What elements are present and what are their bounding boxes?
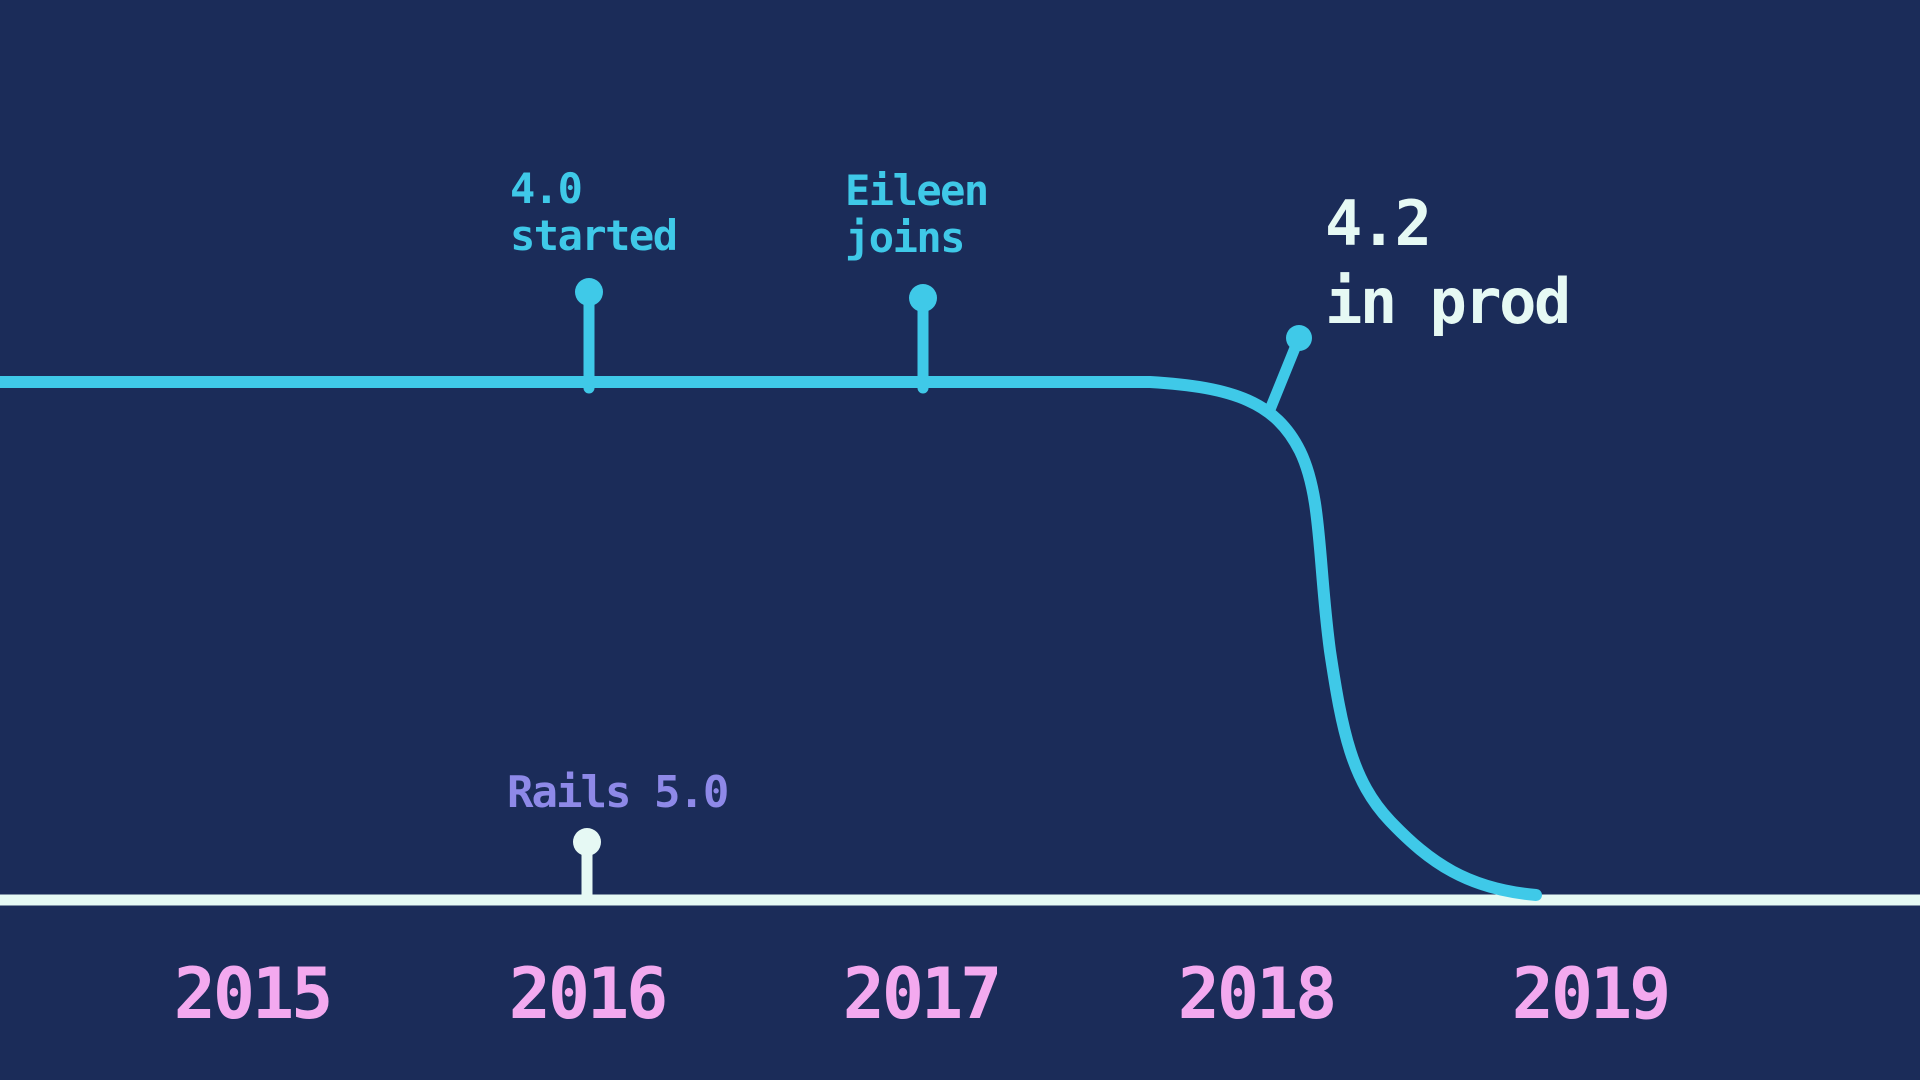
annotation-rails-50: Rails 5.0 <box>507 767 729 818</box>
upgrade-line <box>0 376 1542 901</box>
axis-label-2017: 2017 <box>842 953 1003 1035</box>
marker-dot-40-started <box>575 278 603 306</box>
annotation-42-in-prod: 4.2 in prod <box>1325 187 1571 338</box>
annotation-40-started: 4.0 started <box>510 164 678 261</box>
marker-dot-eileen-joins <box>909 284 937 312</box>
axis-label-2015: 2015 <box>173 953 334 1035</box>
axis-label-2019: 2019 <box>1511 953 1672 1035</box>
axis-label-2018: 2018 <box>1177 953 1338 1035</box>
marker-stem-42-in-prod <box>1263 332 1305 418</box>
annotation-eileen-joins: Eileen joins <box>845 166 989 263</box>
marker-dot-rails-50 <box>573 828 601 856</box>
marker-dot-42-in-prod <box>1286 325 1312 351</box>
axis-label-2016: 2016 <box>508 953 669 1035</box>
